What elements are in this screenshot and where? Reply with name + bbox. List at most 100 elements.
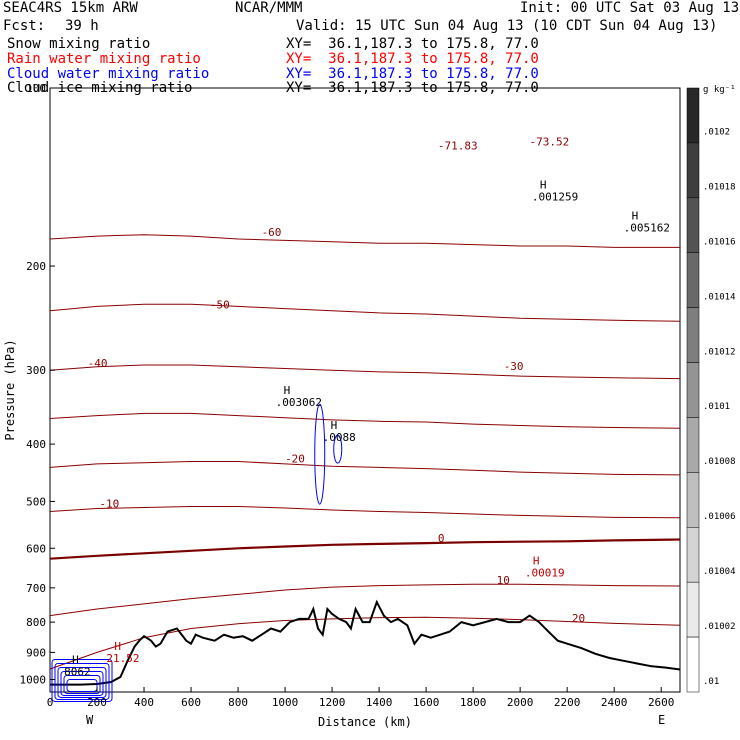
isotherm-minus50 — [49, 303, 681, 322]
colorbar-cell — [686, 307, 700, 363]
x-tick-label: 600 — [181, 696, 201, 709]
isotherm-minus60 — [49, 234, 680, 248]
maximum-marker: H — [114, 640, 121, 653]
east-label: E — [658, 713, 665, 727]
valid-time: Valid: 15 UTC Sun 04 Aug 13 (10 CDT Sun … — [296, 18, 718, 34]
colorbar-cell — [686, 142, 700, 199]
y-tick-label: 300 — [26, 364, 46, 377]
isotherm-10 — [49, 583, 681, 617]
contour-label: -10 — [99, 498, 119, 511]
colorbar-label: .01002 — [703, 622, 736, 632]
y-tick-label: 100 — [26, 82, 46, 95]
colorbar-label: .01 — [703, 677, 719, 687]
colorbar-cell — [686, 252, 700, 308]
contour-label: -40 — [88, 357, 108, 370]
legend-cloud-water-name: Cloud water mixing ratio — [7, 66, 210, 82]
colorbar-cell — [686, 362, 700, 418]
cloud-water-contour — [314, 403, 326, 505]
y-tick-label: 800 — [26, 616, 46, 629]
extremum-label: -73.52 — [530, 135, 570, 148]
x-tick-label: 1000 — [272, 696, 299, 709]
extremum-label: -71.83 — [438, 139, 478, 152]
extremum-label: .00019 — [525, 567, 565, 580]
colorbar-label: .0102 — [703, 128, 730, 138]
cloud-water-contour — [63, 674, 101, 694]
cloud-water-contour — [51, 658, 113, 702]
colorbar-cell — [686, 417, 700, 473]
colorbar-label: .01006 — [703, 512, 736, 522]
colorbar-label: .01004 — [703, 567, 736, 577]
west-label: W — [86, 713, 94, 727]
isotherm-minus40 — [49, 364, 681, 380]
colorbar-label: .01008 — [703, 457, 736, 467]
colorbar-cell — [686, 472, 700, 528]
x-tick-label: 1400 — [366, 696, 393, 709]
legend-rain-name: Rain water mixing ratio — [7, 51, 201, 67]
colorbar-cell — [686, 581, 700, 638]
legend-cloud-water-xy: XY= 36.1,187.3 to 175.8, 77.0 — [286, 66, 539, 82]
isotherm-minus30 — [49, 412, 681, 429]
x-tick-label: 400 — [134, 696, 154, 709]
extremum-label: .005162 — [624, 222, 670, 235]
colorbar-label: .01018 — [703, 183, 736, 193]
forecast-hour-value: 39 h — [65, 18, 99, 34]
cloud-water-contour — [60, 670, 104, 696]
organization-label: NCAR/MMM — [235, 0, 303, 16]
colorbar-label: .01014 — [703, 292, 736, 302]
y-tick-label: 500 — [26, 495, 46, 508]
colorbar-cell — [686, 87, 700, 144]
contour-label: 10 — [497, 574, 510, 587]
contour-label: 20 — [572, 612, 585, 625]
maximum-marker: H — [632, 210, 639, 223]
contour-label: -20 — [285, 453, 305, 466]
x-tick-label: 1800 — [460, 696, 487, 709]
extremum-label: 8062 — [64, 666, 91, 679]
cloud-water-contour — [66, 678, 98, 692]
colorbar-label: .01016 — [703, 237, 736, 247]
maximum-marker: H — [331, 419, 338, 432]
legend-snow-name: Snow mixing ratio — [7, 36, 151, 52]
x-tick-label: 1200 — [319, 696, 346, 709]
model-title: SEAC4RS 15km ARW — [3, 0, 138, 16]
maximum-marker: H — [72, 654, 79, 667]
x-tick-label: 1600 — [413, 696, 440, 709]
cloud-water-contour — [54, 662, 110, 700]
cloud-water-contour — [57, 666, 107, 698]
maximum-marker: H — [533, 555, 540, 568]
x-tick-label: 2000 — [507, 696, 534, 709]
y-tick-label: 400 — [26, 438, 46, 451]
colorbar-unit: g kg⁻¹ — [703, 85, 736, 95]
forecast-hour-label: Fcst: — [3, 18, 46, 34]
colorbar-label: .0101 — [703, 402, 730, 412]
extremum-label: 21.52 — [106, 652, 139, 665]
contour-label: -30 — [504, 360, 524, 373]
x-tick-label: 2400 — [601, 696, 628, 709]
isotherm-minus20 — [49, 461, 681, 476]
legend-rain-xy: XY= 36.1,187.3 to 175.8, 77.0 — [286, 51, 539, 67]
extremum-label: .003062 — [276, 396, 322, 409]
x-tick-label: 0 — [47, 696, 54, 709]
init-time: Init: 00 UTC Sat 03 Aug 13 — [520, 0, 740, 16]
y-tick-label: 200 — [26, 260, 46, 273]
extremum-label: .0088 — [323, 431, 356, 444]
y-tick-label: 600 — [26, 542, 46, 555]
isotherm-20 — [49, 616, 681, 670]
x-tick-label: 200 — [87, 696, 107, 709]
isotherm-minus10 — [49, 506, 681, 519]
maximum-marker: H — [540, 179, 547, 192]
contour-label: 0 — [438, 532, 445, 545]
colorbar-cell — [686, 527, 700, 583]
x-tick-label: 2200 — [554, 696, 581, 709]
plot-frame — [49, 87, 681, 693]
x-tick-label: 800 — [228, 696, 248, 709]
y-tick-label: 900 — [26, 646, 46, 659]
colorbar-cell — [686, 197, 700, 253]
extremum-label: .001259 — [532, 191, 578, 204]
y-tick-label: 1000 — [20, 673, 47, 686]
x-axis-label: Distance (km) — [318, 715, 412, 729]
y-tick-label: 700 — [26, 582, 46, 595]
colorbar-cell — [686, 636, 700, 693]
x-tick-label: 2600 — [648, 696, 675, 709]
maximum-marker: H — [284, 384, 291, 397]
